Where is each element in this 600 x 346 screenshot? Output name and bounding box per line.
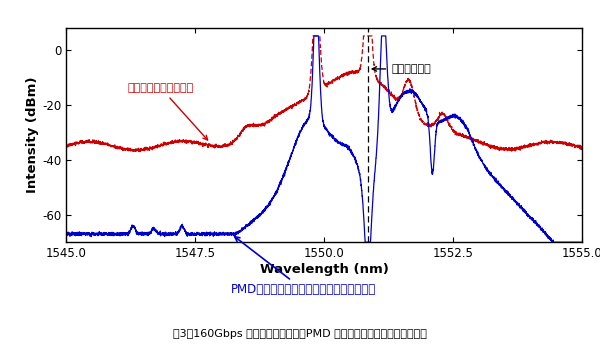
Y-axis label: Intensity (dBm): Intensity (dBm)	[26, 77, 39, 193]
Text: 送信信号のスペクトル: 送信信号のスペクトル	[128, 83, 208, 140]
Text: 図3：160Gbps 送信器出力（赤）、PMD モニタ信号（青）のスペクトル: 図3：160Gbps 送信器出力（赤）、PMD モニタ信号（青）のスペクトル	[173, 329, 427, 339]
X-axis label: Wavelength (nm): Wavelength (nm)	[260, 263, 388, 276]
Text: 中心波長成分: 中心波長成分	[372, 64, 431, 74]
Text: PMDモニタへ入力される信号のスペクトル: PMDモニタへ入力される信号のスペクトル	[231, 237, 376, 297]
